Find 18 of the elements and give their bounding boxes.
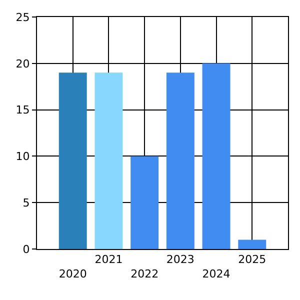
bar [202, 63, 230, 249]
bar [238, 240, 266, 249]
y-tick-label: 25 [16, 10, 30, 24]
x-tick-label: 2023 [166, 253, 194, 266]
bar [130, 156, 159, 249]
bar [166, 72, 194, 249]
x-tick-label: 2025 [238, 253, 266, 266]
x-tick-label: 2021 [94, 253, 123, 266]
x-tick-label: 2020 [58, 268, 87, 280]
bar [94, 72, 123, 249]
y-tick-label: 0 [22, 242, 30, 256]
bar [58, 72, 87, 249]
x-tick-label: 2022 [130, 268, 159, 280]
y-tick-label: 10 [16, 150, 30, 164]
x-tick-label: 2024 [202, 268, 230, 280]
y-tick-label: 5 [22, 196, 30, 210]
y-tick-label: 20 [16, 57, 30, 70]
y-tick-label: 15 [16, 104, 30, 117]
